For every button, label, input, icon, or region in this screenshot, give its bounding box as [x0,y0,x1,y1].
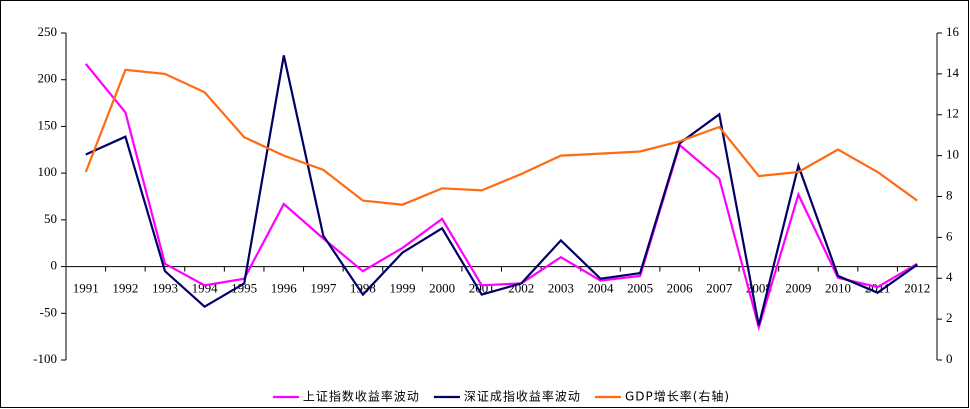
x-tick-label: 1992 [112,281,138,296]
x-tick-label: 1996 [271,281,298,296]
x-tick-label: 2006 [667,281,694,296]
y-tick-label: 200 [38,71,58,86]
legend-label: GDP增长率(右轴) [625,389,730,404]
y-tick-label: 250 [38,24,58,39]
y-tick-label: 150 [38,117,58,132]
y2-tick-label: 16 [946,24,960,39]
x-tick-label: 1997 [310,281,337,296]
x-tick-label: 2012 [904,281,930,296]
y2-tick-label: 2 [946,310,953,325]
x-tick-label: 1995 [231,281,257,296]
x-tick-label: 2005 [627,281,653,296]
x-tick-label: 2010 [825,281,851,296]
series-line [84,63,918,332]
x-tick-label: 1999 [390,281,416,296]
y-tick-label: -50 [40,304,57,319]
x-tick-label: 2000 [429,281,455,296]
legend-label: 上证指数收益率波动 [303,389,420,404]
x-tick-label: 1993 [152,281,178,296]
y2-tick-label: 12 [946,106,959,121]
y2-tick-label: 14 [946,65,960,80]
x-tick-label: 2009 [785,281,811,296]
x-tick-label: 2004 [587,281,614,296]
y-tick-label: 50 [44,211,57,226]
y2-tick-label: 4 [946,269,953,284]
y2-tick-label: 10 [946,147,959,162]
y2-tick-label: 6 [946,228,953,243]
series-line [84,68,918,206]
x-tick-label: 1991 [73,281,99,296]
y2-tick-label: 8 [946,187,953,202]
y-tick-label: -100 [33,351,57,366]
legend-label: 深证成指收益率波动 [464,389,581,404]
y2-tick-label: 0 [946,351,953,366]
x-tick-label: 2003 [548,281,574,296]
series-line [85,55,918,326]
y-tick-label: 0 [51,258,58,273]
x-tick-label: 2007 [706,281,733,296]
y-tick-label: 100 [38,164,58,179]
